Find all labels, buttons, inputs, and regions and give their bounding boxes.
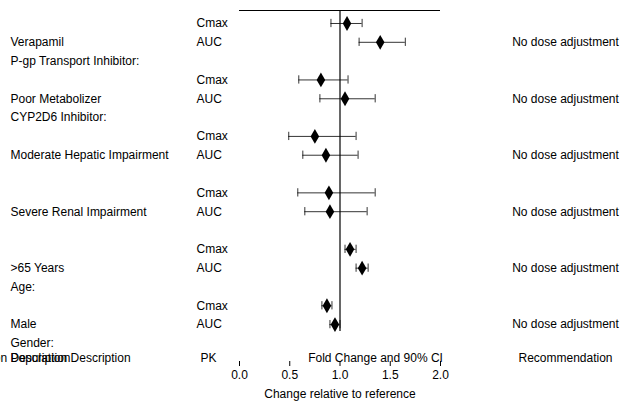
svg-text:No dose adjustment: No dose adjustment [512,261,619,275]
svg-text:PK: PK [200,351,216,365]
svg-text:Cmax: Cmax [197,129,228,143]
svg-text:Fold Change and 90% CI: Fold Change and 90% CI [308,351,443,365]
svg-text:Change relative to reference: Change relative to reference [264,387,416,401]
svg-text:AUC: AUC [197,317,223,331]
svg-text:Age:: Age: [11,280,36,294]
svg-text:No dose adjustment: No dose adjustment [512,317,619,331]
svg-text:AUC: AUC [197,35,223,49]
svg-text:>65 Years: >65 Years [11,261,65,275]
svg-text:AUC: AUC [197,205,223,219]
svg-text:Cmax: Cmax [197,242,228,256]
svg-text:Male: Male [11,317,37,331]
svg-text:Population Description: Population Description [11,351,131,365]
svg-text:No dose adjustment: No dose adjustment [512,35,619,49]
svg-text:AUC: AUC [197,92,223,106]
svg-text:No dose adjustment: No dose adjustment [512,205,619,219]
svg-text:Cmax: Cmax [197,299,228,313]
svg-text:No dose adjustment: No dose adjustment [512,92,619,106]
svg-text:0.0: 0.0 [231,368,248,382]
svg-text:Cmax: Cmax [197,73,228,87]
svg-text:Poor Metabolizer: Poor Metabolizer [11,92,102,106]
svg-text:Gender:: Gender: [11,336,54,350]
svg-text:2.0: 2.0 [432,368,449,382]
svg-text:Cmax: Cmax [197,16,228,30]
svg-text:1.0: 1.0 [332,368,349,382]
svg-text:1.5: 1.5 [382,368,399,382]
svg-text:Verapamil: Verapamil [11,35,64,49]
svg-text:Severe Renal Impairment: Severe Renal Impairment [11,205,148,219]
svg-text:AUC: AUC [197,261,223,275]
svg-text:Recommendation: Recommendation [518,351,612,365]
svg-text:CYP2D6 Inhibitor:: CYP2D6 Inhibitor: [11,110,107,124]
svg-text:AUC: AUC [197,148,223,162]
svg-text:No dose adjustment: No dose adjustment [512,148,619,162]
svg-text:0.5: 0.5 [281,368,298,382]
svg-text:Moderate Hepatic Impairment: Moderate Hepatic Impairment [11,148,170,162]
svg-text:Cmax: Cmax [197,186,228,200]
svg-text:P-gp Transport Inhibitor:: P-gp Transport Inhibitor: [11,54,140,68]
